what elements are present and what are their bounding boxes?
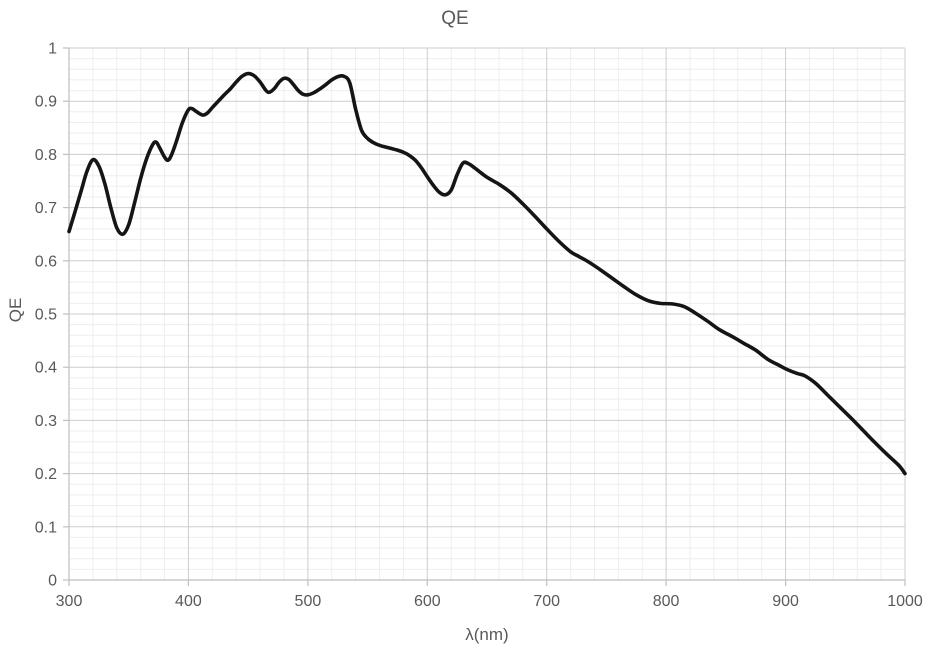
x-tick-label: 800: [653, 593, 680, 610]
y-tick-label: 0.6: [35, 253, 57, 270]
x-tick-label: 500: [295, 593, 322, 610]
qe-curve: [67, 71, 907, 476]
x-tick-label: 900: [772, 593, 799, 610]
y-tick-label: 0.8: [35, 147, 57, 164]
y-tick-label: 0.9: [35, 94, 57, 111]
x-tick-label: 1000: [887, 593, 923, 610]
y-tick-label: 0.1: [35, 519, 57, 536]
chart-title: QE: [441, 8, 469, 29]
y-tick-label: 0.7: [35, 200, 57, 217]
x-tick-label: 300: [56, 593, 83, 610]
y-tick-label: 0.4: [35, 360, 57, 377]
x-tick-label: 400: [175, 593, 202, 610]
y-tick-label: 0.3: [35, 413, 57, 430]
y-axis-title: QE: [6, 297, 25, 323]
y-tick-label: 1: [48, 41, 57, 58]
y-tick-label: 0.5: [35, 307, 57, 324]
y-tick-label: 0: [48, 573, 57, 590]
x-tick-label: 600: [414, 593, 441, 610]
x-axis-title: λ(nm): [465, 625, 509, 644]
x-tick-label: 700: [533, 593, 560, 610]
y-tick-label: 0.2: [35, 466, 57, 483]
